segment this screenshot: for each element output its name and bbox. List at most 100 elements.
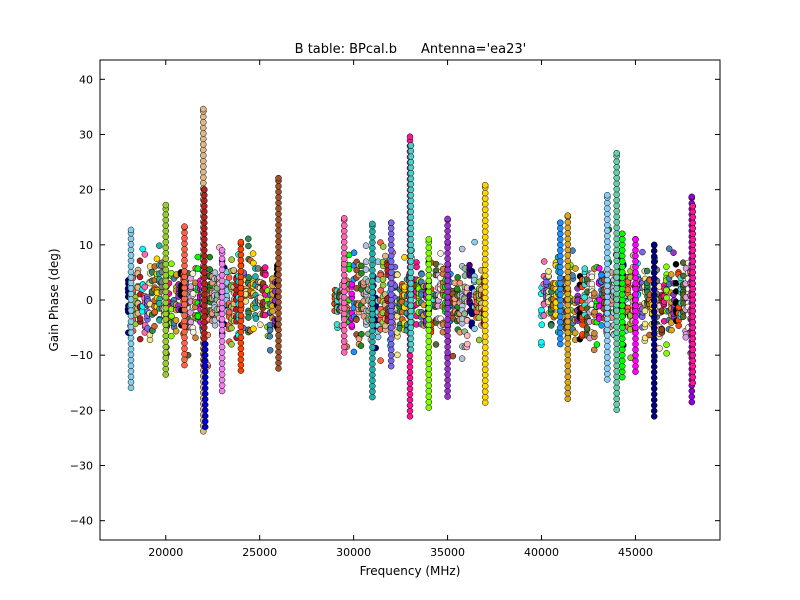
data-point [357,342,365,349]
data-point [564,229,572,237]
data-point [218,327,226,334]
data-point [200,152,207,159]
data-point [406,352,414,359]
data-point [200,124,207,132]
data-point [613,340,620,347]
data-point [632,291,639,298]
data-point [667,271,675,278]
data-point [201,197,208,204]
data-point [557,329,564,337]
data-point [407,252,415,260]
data-point [200,168,207,176]
data-point [362,258,370,265]
data-point [237,251,245,259]
data-point [444,371,451,378]
data-point [425,332,433,340]
data-point [127,279,135,287]
data-point [425,327,433,334]
data-point [689,296,697,304]
data-point [613,384,620,391]
data-point [604,249,611,256]
data-point [162,354,170,362]
data-point [387,296,395,304]
data-point [401,254,408,261]
data-point [266,326,274,334]
data-point [407,280,415,287]
data-point [619,280,626,287]
data-point [387,340,395,348]
data-point [162,310,170,318]
data-point [162,238,170,246]
data-point [394,351,401,359]
data-point [689,247,697,254]
data-point [407,269,415,276]
data-point [407,186,415,193]
data-point [650,297,658,304]
data-point [425,316,433,323]
data-point [206,253,213,261]
data-point [218,260,226,268]
data-point [632,313,639,320]
data-point [650,269,658,277]
data-point [425,266,433,273]
data-point [604,287,611,295]
data-point [387,324,395,331]
data-point [369,244,376,252]
data-point [481,239,489,246]
data-point [237,238,245,246]
data-point [632,329,639,337]
data-point [340,277,348,284]
data-point [201,418,209,425]
data-point [581,265,589,272]
data-point [613,174,620,182]
data-point [407,169,415,177]
data-point [127,340,135,347]
data-point [613,312,620,320]
data-point [369,333,376,340]
data-point [406,357,414,365]
data-point [689,379,697,387]
data-point [613,373,620,380]
x-tick-label: 40000 [524,546,559,559]
data-point [481,355,489,362]
data-point [557,340,564,348]
data-point [168,260,175,268]
data-point [275,243,282,251]
data-point [481,261,489,268]
data-point [407,324,415,331]
data-point [583,325,591,332]
data-point [613,367,620,375]
data-point [340,343,348,351]
data-point [407,230,415,238]
data-point [538,321,546,328]
data-point [619,362,626,370]
x-tick-label: 35000 [430,546,465,559]
data-point [564,241,572,248]
data-point [275,254,282,262]
data-point [425,282,433,290]
data-point [201,269,208,276]
data-point [444,282,451,290]
data-point [425,393,433,400]
data-point [156,242,163,249]
data-point [425,260,433,268]
data-point [619,269,626,276]
data-point [181,317,188,325]
data-point [425,277,433,284]
data-point [481,311,489,318]
data-point [444,338,451,345]
data-point [663,263,670,271]
data-point [444,288,451,295]
data-point [162,305,170,312]
data-point [275,188,282,196]
data-point [407,247,415,254]
data-point [461,310,468,318]
data-point [200,105,207,113]
data-point [444,227,451,235]
data-point [201,252,208,260]
data-point [425,349,433,356]
data-point [604,238,611,245]
data-point [218,282,226,290]
data-point [387,291,395,298]
data-point [689,280,697,287]
